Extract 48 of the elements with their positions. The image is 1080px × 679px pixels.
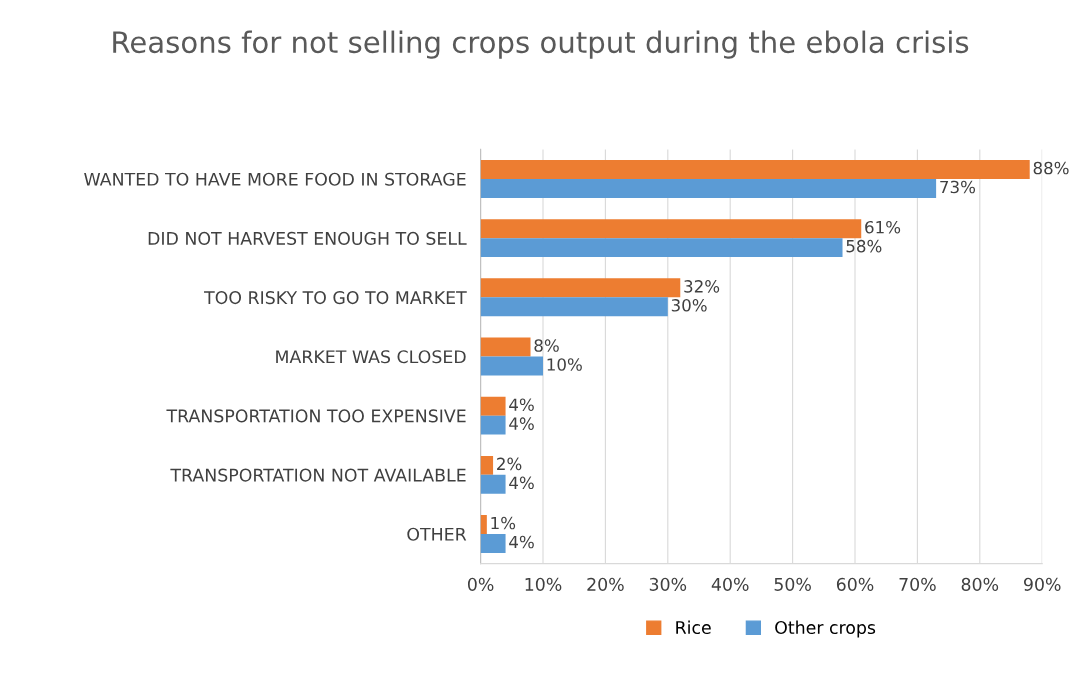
y-tick-label: WANTED TO HAVE MORE FOOD IN STORAGE	[84, 172, 466, 186]
y-tick-label: TRANSPORTATION TOO EXPENSIVE	[166, 409, 466, 423]
chart-title: Reasons for not selling crops output during the ebola crisis	[113, 30, 969, 59]
bar	[480, 278, 681, 298]
data-label: 10%	[547, 358, 582, 371]
data-label: 73%	[940, 180, 976, 194]
data-label: 4%	[509, 398, 534, 412]
y-tick-label: OTHER	[407, 527, 467, 541]
bar	[480, 356, 543, 376]
data-label: 4%	[509, 476, 534, 490]
x-tick-label: 80%	[961, 577, 999, 591]
bar	[480, 297, 668, 317]
bar	[480, 337, 531, 357]
bar	[480, 178, 937, 198]
bar	[480, 219, 862, 239]
x-tick-label: 50%	[774, 577, 811, 591]
data-label: 1%	[491, 516, 516, 530]
data-label: 4%	[509, 535, 534, 549]
data-label: 4%	[509, 417, 534, 430]
data-label: 2%	[497, 457, 522, 471]
y-tick-label: TOO RISKY TO GO TO MARKET	[204, 291, 467, 305]
x-tick-label: 60%	[836, 577, 874, 591]
bar	[480, 474, 506, 494]
bar	[480, 238, 843, 258]
x-tick-label: 10%	[525, 577, 562, 591]
data-label: 61%	[865, 220, 901, 234]
legend-label: Other crops	[775, 620, 876, 638]
bar	[480, 515, 487, 534]
bar	[480, 533, 506, 553]
x-tick-label: 30%	[649, 577, 687, 591]
data-label: 88%	[1033, 161, 1069, 175]
x-tick-label: 90%	[1024, 577, 1061, 591]
data-label: 32%	[684, 280, 720, 293]
y-tick-label: DID NOT HARVEST ENOUGH TO SELL	[148, 231, 467, 245]
data-label: 8%	[534, 339, 559, 352]
bar	[480, 415, 506, 435]
x-tick-label: 40%	[711, 577, 749, 591]
bar	[480, 455, 494, 475]
bar	[480, 396, 506, 416]
y-tick-label: TRANSPORTATION NOT AVAILABLE	[170, 468, 466, 482]
x-tick-label: 20%	[587, 577, 624, 591]
y-tick-label: MARKET WAS CLOSED	[276, 350, 466, 364]
bar	[480, 160, 1030, 179]
legend-label: Rice	[676, 620, 711, 635]
data-label: 30%	[671, 299, 707, 312]
data-label: 58%	[846, 239, 882, 253]
x-tick-label: 70%	[899, 577, 936, 591]
x-tick-label: 0%	[467, 577, 494, 591]
